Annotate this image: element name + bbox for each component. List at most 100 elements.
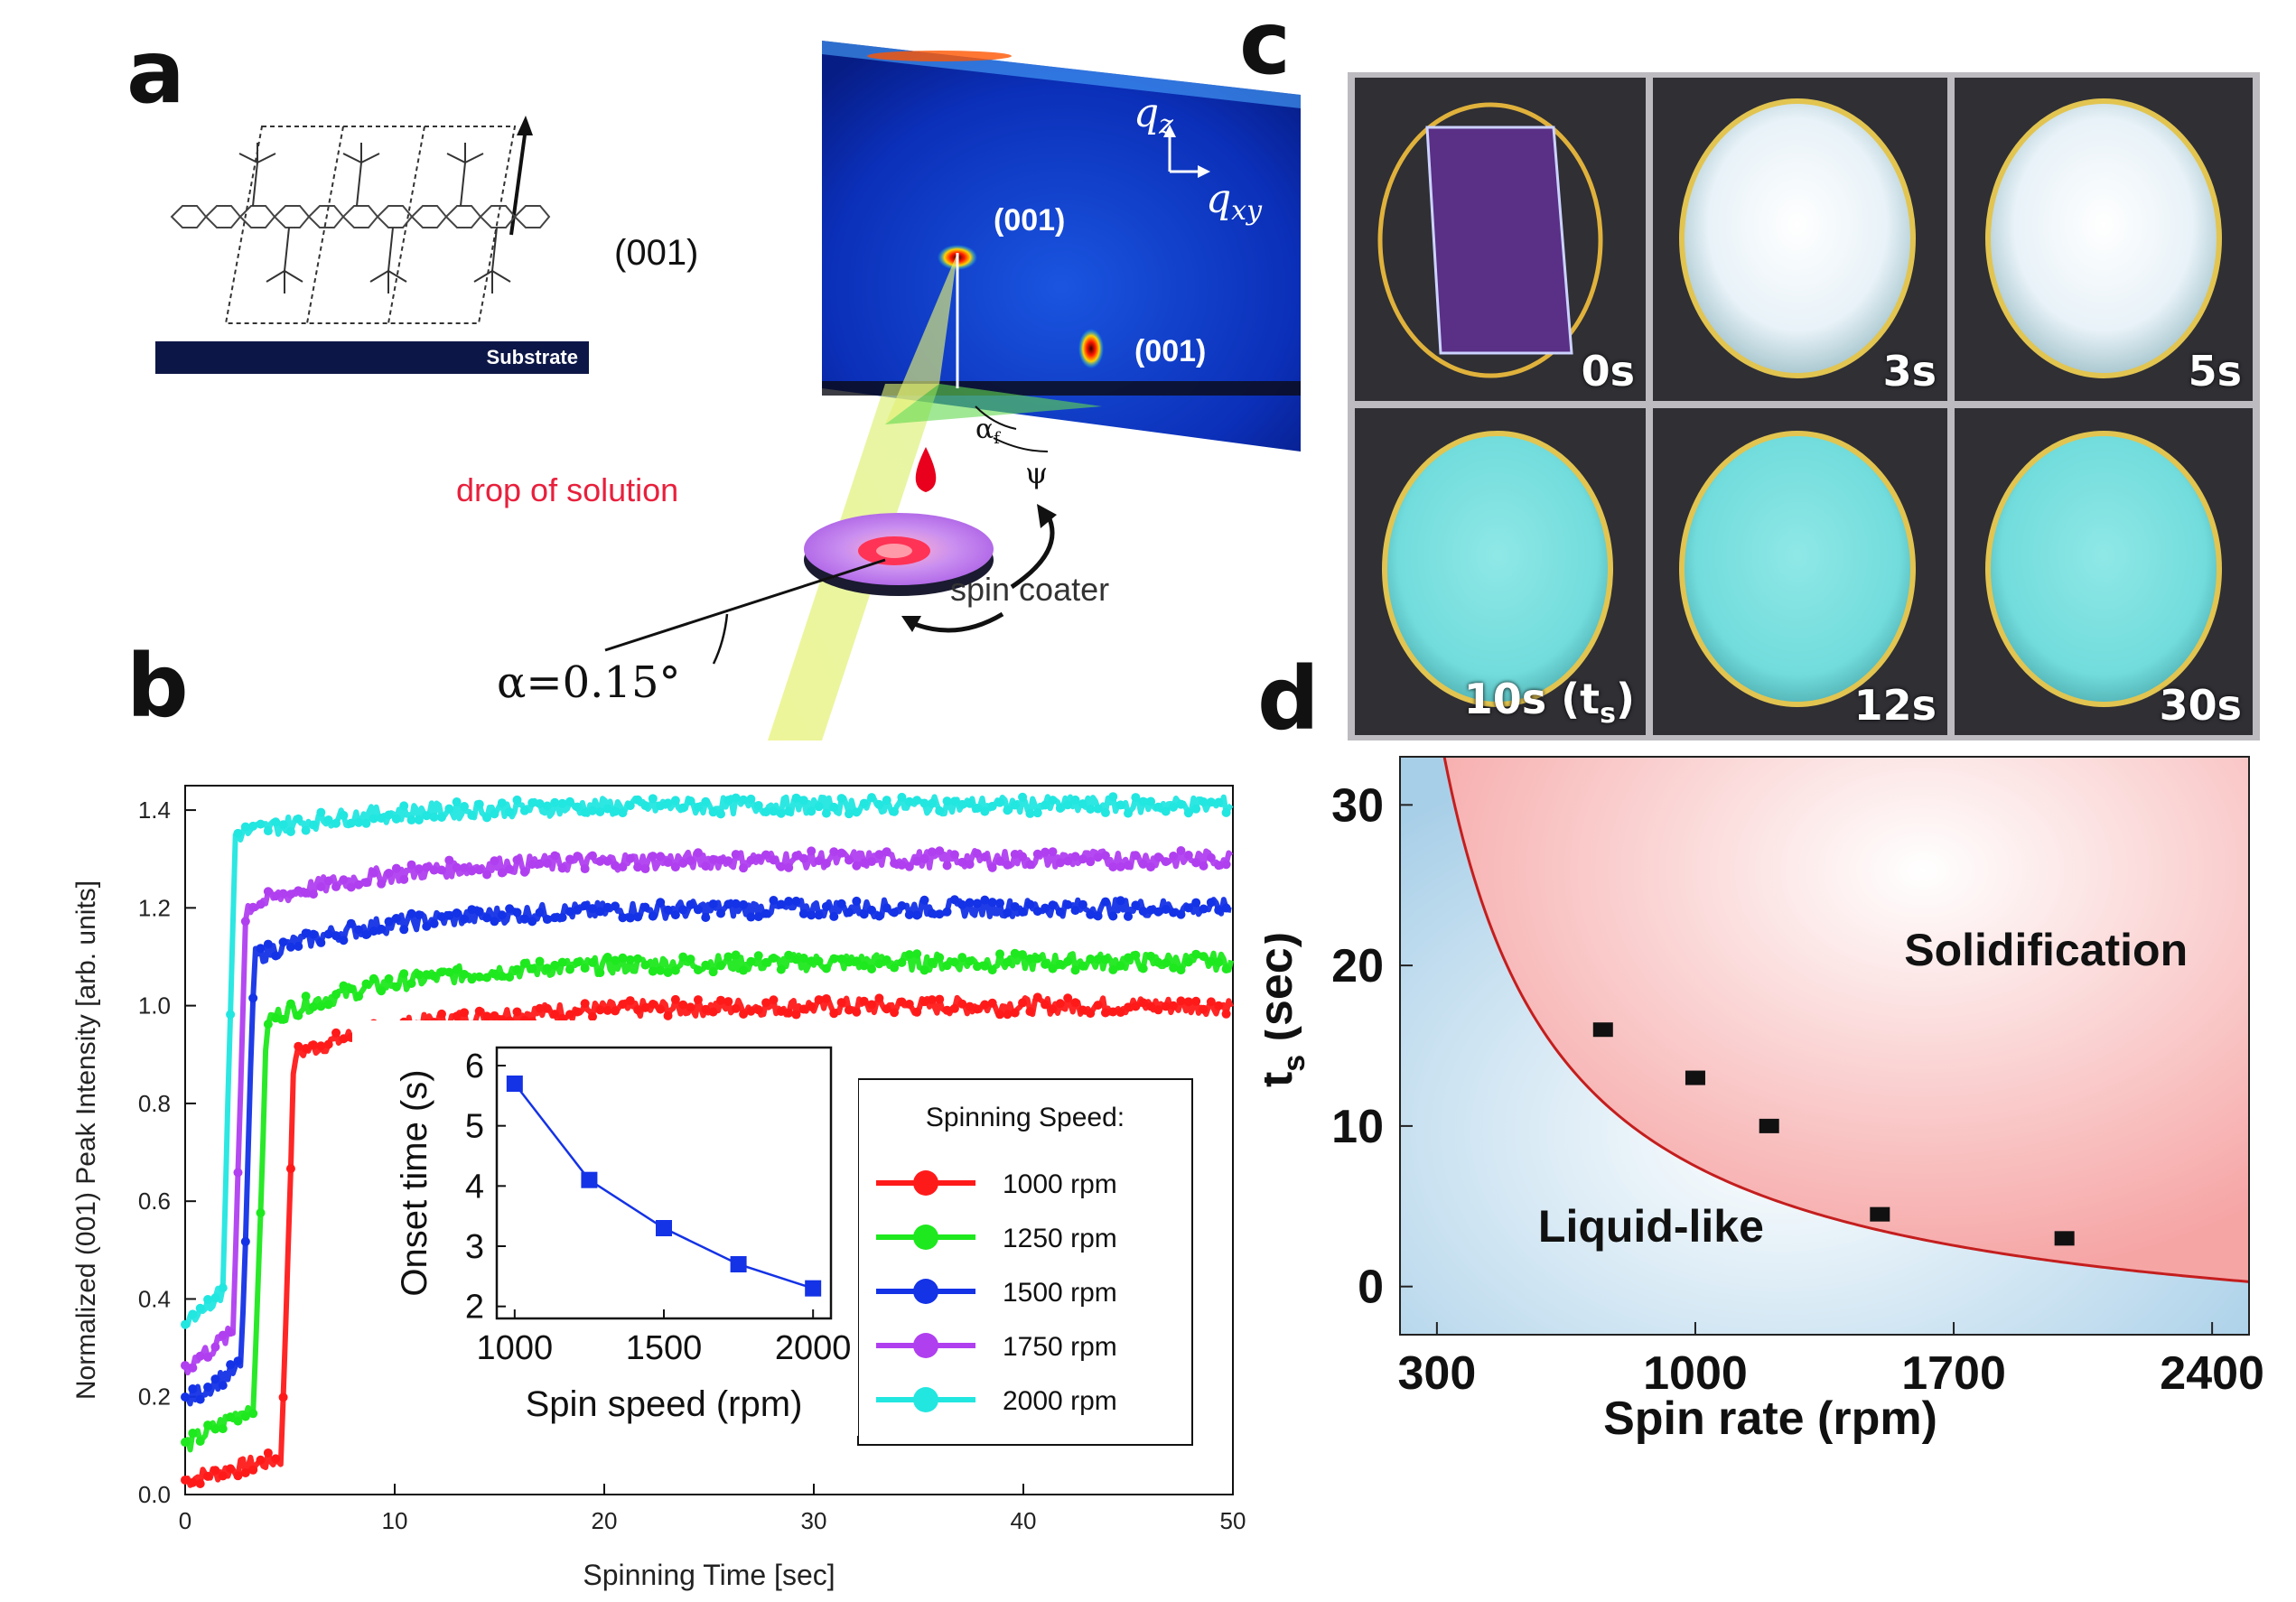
data-point (1010, 948, 1020, 958)
data-point (663, 798, 673, 808)
y-tick-label: 1.2 (138, 894, 171, 921)
data-point (1055, 803, 1065, 813)
data-point (927, 957, 937, 967)
solution-drop-icon (915, 447, 937, 492)
data-point (339, 875, 349, 885)
data-point (686, 955, 695, 964)
data-point (693, 905, 703, 915)
data-point (535, 956, 545, 966)
data-point (1183, 957, 1193, 967)
data-point (436, 912, 446, 922)
data-point (980, 961, 990, 971)
data-point (625, 913, 635, 923)
photo-frame-5s: 5s (1955, 78, 2253, 401)
data-point (670, 796, 680, 806)
data-point (226, 1464, 236, 1474)
x-tick-label: 30 (801, 1507, 827, 1534)
data-point (874, 850, 884, 860)
data-point (414, 910, 424, 920)
data-point (776, 1006, 786, 1016)
data-point (942, 907, 952, 917)
data-point (557, 957, 567, 967)
data-point (798, 908, 808, 918)
data-point (859, 858, 869, 868)
data-point (580, 807, 590, 817)
legend-label: 1750 rpm (1003, 1332, 1117, 1362)
data-point (776, 862, 786, 871)
data-point (474, 865, 484, 875)
data-point (836, 848, 846, 858)
data-point (482, 973, 492, 983)
data-point (739, 899, 749, 909)
data-point (278, 1392, 288, 1402)
data-point (2054, 1231, 2075, 1246)
data-point (987, 801, 997, 811)
data-point (316, 1001, 326, 1011)
data-point (1041, 847, 1050, 857)
data-point (686, 899, 695, 909)
data-point (731, 950, 741, 960)
data-point (512, 908, 522, 917)
data-point (1592, 1022, 1613, 1038)
data-point (1138, 964, 1148, 973)
data-point (1124, 808, 1133, 818)
data-point (723, 856, 733, 866)
data-point (769, 855, 779, 865)
y-tick-label: 0.8 (138, 1090, 171, 1117)
data-point (746, 1006, 756, 1016)
data-point (957, 999, 967, 1009)
data-point (1131, 851, 1141, 861)
data-point (897, 860, 907, 870)
data-point (957, 857, 967, 867)
data-point (188, 1384, 198, 1394)
data-point (814, 856, 824, 866)
data-point (1759, 1118, 1779, 1133)
data-point (316, 881, 326, 891)
data-point (422, 921, 432, 931)
data-point (1018, 907, 1028, 917)
data-point (852, 861, 862, 871)
y-tick-label: 0.4 (138, 1285, 171, 1312)
y-tick-label: 0 (1358, 1262, 1384, 1314)
data-point (490, 1011, 499, 1020)
data-point (271, 817, 281, 827)
data-point (1183, 903, 1193, 913)
data-point (670, 965, 680, 975)
data-point (611, 1006, 621, 1016)
photo-frame-10s: 10s (ts) (1355, 408, 1646, 735)
data-point (557, 912, 567, 922)
data-point (263, 939, 273, 949)
data-point (285, 1164, 295, 1174)
data-point (482, 813, 492, 823)
data-point (369, 868, 378, 878)
data-point (542, 801, 552, 811)
data-point (369, 927, 378, 936)
data-point (339, 981, 349, 991)
data-point (278, 820, 288, 830)
data-point (580, 964, 590, 973)
data-point (588, 1011, 598, 1021)
data-point (301, 825, 311, 835)
data-point (904, 862, 914, 871)
data-point (798, 1004, 808, 1014)
data-point (195, 1394, 205, 1404)
data-point (1131, 900, 1141, 910)
data-point (285, 889, 295, 899)
data-point (897, 901, 907, 911)
data-point (1093, 911, 1103, 921)
data-point (271, 1013, 281, 1023)
data-point (301, 1043, 311, 1053)
fit-curve (1442, 757, 2249, 1283)
data-point (897, 997, 907, 1007)
data-point (331, 881, 341, 891)
data-point (240, 822, 250, 832)
panel-letter-a: a (126, 22, 185, 123)
data-point (791, 1010, 801, 1020)
data-point (1055, 907, 1065, 917)
data-point (323, 1039, 333, 1049)
data-point (656, 965, 666, 975)
data-point (1070, 906, 1080, 916)
data-point (346, 882, 356, 892)
data-point (460, 862, 470, 872)
data-point (753, 1005, 763, 1015)
